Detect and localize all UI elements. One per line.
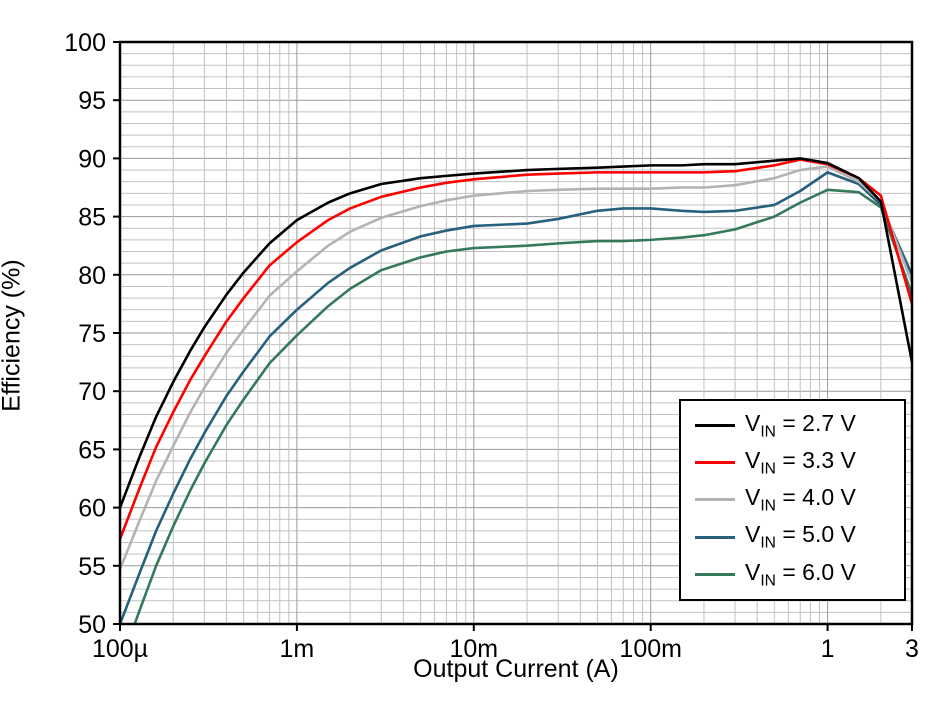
legend-item-4.0v: VIN = 4.0 V xyxy=(695,484,890,516)
tick-labels: 100µ 1m 10m 100m 1 3 50 55 60 65 70 75 80 85 90 95 100 xyxy=(64,29,919,663)
y-tick-label: 70 xyxy=(78,378,106,406)
legend-label: VIN = 5.0 V xyxy=(745,521,856,552)
series-line-vin-=-5.0-v xyxy=(120,171,912,624)
legend-item-5.0v: VIN = 5.0 V xyxy=(695,521,890,553)
legend-swatch xyxy=(695,461,735,465)
y-axis-title: Efficiency (%) xyxy=(0,259,26,412)
y-tick-label: 60 xyxy=(78,495,106,523)
grid-lines xyxy=(119,41,913,625)
legend-item-6.0v: VIN = 6.0 V xyxy=(695,559,890,591)
y-tick-label: 65 xyxy=(78,436,106,464)
legend-swatch xyxy=(695,498,735,502)
tick-marks xyxy=(113,41,913,631)
series-lines xyxy=(120,157,912,624)
series-line-vin-=-4.0-v xyxy=(120,165,912,571)
legend-label: VIN = 3.3 V xyxy=(745,446,856,478)
x-tick-label: 10m xyxy=(449,635,498,663)
x-tick-label: 100µ xyxy=(92,635,148,663)
legend-swatch xyxy=(695,535,735,539)
legend-label: VIN = 6.0 V xyxy=(745,558,856,590)
x-tick-label: 100m xyxy=(619,635,682,663)
legend-item-2.7v: VIN = 2.7 V xyxy=(695,410,890,442)
y-tick-label: 85 xyxy=(78,204,106,232)
x-tick-label: 1 xyxy=(821,635,835,663)
series-line-vin-=-6.0-v xyxy=(133,188,912,624)
y-tick-label: 95 xyxy=(78,87,106,115)
series-line-vin-=-3.3-v xyxy=(120,158,912,541)
y-tick-label: 90 xyxy=(78,145,106,173)
legend-label: VIN = 2.7 V xyxy=(745,409,856,441)
legend-item-3.3v: VIN = 3.3 V xyxy=(695,447,890,479)
series-line-vin-=-2.7-v xyxy=(120,157,912,509)
legend-swatch xyxy=(695,572,735,576)
legend-swatch xyxy=(695,424,735,428)
legend: VIN = 2.7 V VIN = 3.3 V VIN = 4.0 V VIN = 5… xyxy=(679,399,906,601)
y-tick-label: 100 xyxy=(64,29,106,57)
x-axis-title: Output Current (A) xyxy=(413,655,619,683)
y-tick-label: 55 xyxy=(78,553,106,581)
x-tick-label: 3 xyxy=(905,635,919,663)
y-tick-label: 75 xyxy=(78,320,106,348)
legend-label: VIN = 4.0 V xyxy=(745,484,856,515)
y-tick-label: 80 xyxy=(78,262,106,290)
y-tick-label: 50 xyxy=(78,611,106,639)
x-tick-label: 1m xyxy=(280,635,315,663)
